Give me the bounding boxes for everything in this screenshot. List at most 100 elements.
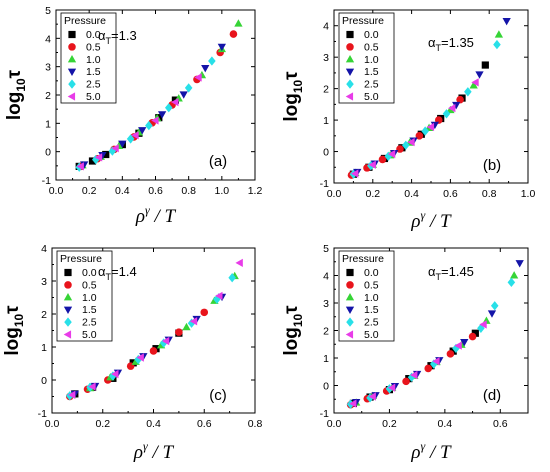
data-point-5-0: [426, 122, 435, 132]
y-tick-label: 2: [41, 309, 47, 321]
legend-label: 2.5: [364, 79, 379, 91]
data-point-2-5: [384, 151, 393, 161]
legend-marker: [68, 30, 76, 39]
x-tick-label: 1.0: [215, 185, 230, 197]
data-point-0-5: [396, 145, 404, 153]
legend-marker: [68, 43, 76, 51]
data-point-5-0: [111, 369, 119, 379]
legend-marker: [346, 317, 354, 327]
data-point-0-5: [468, 332, 477, 341]
x-tick-label: 0.6: [493, 418, 508, 430]
data-point-5-0: [136, 353, 144, 362]
legend-marker: [346, 268, 354, 277]
x-axis: 0.0 0.2 0.4 0.6 0.8 1.0: [327, 10, 536, 200]
legend-label: 1.0: [82, 292, 97, 304]
data-point-1-5: [118, 140, 127, 149]
y-tick-label: 5: [45, 5, 51, 17]
alpha-annotation: αT=1.35: [428, 35, 474, 53]
data-point-5-0: [131, 131, 139, 140]
data-point-5-0: [454, 341, 462, 350]
legend-title: Pressure: [342, 15, 384, 27]
legend-box: [56, 250, 113, 342]
x-tick-label: 0.2: [82, 185, 97, 197]
legend-marker: [345, 54, 355, 63]
data-point-5-0: [94, 153, 103, 162]
data-point-5-0: [432, 357, 440, 366]
legend: Pressure 0.00.51.01.52.55.0: [56, 250, 113, 342]
data-point-1-5: [201, 65, 210, 73]
data-point-0-5: [229, 30, 238, 38]
legend-title: Pressure: [64, 15, 106, 27]
x-tick-label: 0.4: [404, 188, 419, 200]
x-axis: 0.0 0.2 0.4 0.6 0.8: [45, 248, 262, 430]
data-point-1-5: [487, 310, 497, 318]
y-tick-label: 2: [45, 90, 51, 102]
data-point-5-0: [235, 258, 243, 267]
data-point-5-0: [67, 390, 76, 399]
legend-marker: [67, 54, 77, 63]
data-point-2-5: [228, 273, 236, 283]
legend-label: 1.5: [82, 304, 97, 316]
data-point-5-0: [151, 116, 159, 125]
data-point-2-5: [208, 56, 216, 66]
data-point-2-5: [366, 393, 374, 403]
x-axis: 0.0 0.2 0.4 0.6: [327, 248, 508, 430]
y-tick-label: -1: [42, 175, 51, 187]
y-axis: -1 0 1 2 3 4 5: [42, 5, 255, 187]
chart-panel-3: 0.0 0.2 0.4 0.6 0.8-101234Pressure0.00.51.01…: [2, 243, 262, 463]
data-point-2-5: [421, 126, 429, 136]
data-point-1-5: [515, 260, 524, 268]
data-point-5-0: [368, 392, 376, 401]
legend-label: 1.0: [364, 292, 379, 304]
legend-label: 0.5: [82, 279, 97, 291]
legend-marker: [345, 92, 354, 101]
data-point-2-5: [402, 140, 410, 150]
data-point-5-0: [76, 162, 84, 171]
y-axis-label: log10τ: [281, 71, 305, 122]
legend-marker: [345, 292, 355, 301]
y-tick-label: 4: [323, 271, 329, 283]
y-tick-label: 1: [323, 115, 329, 127]
data-point-5-0: [161, 336, 170, 346]
x-tick-label: 1.0: [521, 188, 536, 200]
data-point-1-5: [98, 152, 107, 160]
legend: Pressure 0.00.51.01.52.55.0: [338, 250, 395, 342]
chart-panel-4: 0.0 0.2 0.4 0.6-1012345Pressure0.00.51.01.5…: [281, 243, 529, 463]
y-axis: -1 0 1 2 3 4: [320, 21, 528, 190]
legend-marker: [64, 317, 72, 327]
alpha-annotation: αT=1.4: [98, 264, 137, 282]
data-points: [346, 260, 524, 409]
y-tick-label: 4: [45, 33, 51, 45]
y-tick-label: 3: [45, 62, 51, 74]
legend-marker: [64, 268, 72, 277]
data-point-0-5: [456, 95, 464, 104]
y-tick-label: 1: [41, 342, 47, 354]
data-point-1-5: [452, 101, 461, 110]
legend-marker: [346, 281, 354, 289]
alpha-annotation: αT=1.45: [428, 264, 474, 282]
legend-marker: [67, 68, 77, 77]
data-point-1-5: [217, 43, 226, 52]
data-points: [65, 258, 243, 401]
data-point-2-5: [184, 83, 193, 93]
data-point-5-0: [471, 78, 479, 87]
panel-label: (c): [209, 387, 227, 404]
x-axis-label: ργ / T: [135, 203, 177, 227]
y-tick-label: 4: [323, 21, 329, 33]
data-point-2-5: [109, 371, 117, 381]
data-point-2-5: [464, 87, 472, 97]
data-point-2-5: [134, 354, 143, 365]
y-tick-label: 0: [45, 147, 51, 159]
x-axis-label: ργ / T: [410, 439, 452, 463]
y-tick-label: 3: [323, 52, 329, 64]
legend-marker: [345, 68, 355, 77]
x-axis-label: ργ / T: [410, 208, 452, 232]
y-axis-label: log10τ: [281, 305, 305, 356]
data-point-2-5: [493, 39, 501, 50]
y-tick-label: -1: [320, 408, 329, 420]
y-tick-label: 3: [41, 276, 47, 288]
legend-marker: [346, 43, 354, 51]
legend-label: 5.0: [364, 91, 379, 103]
legend-marker: [64, 281, 72, 289]
